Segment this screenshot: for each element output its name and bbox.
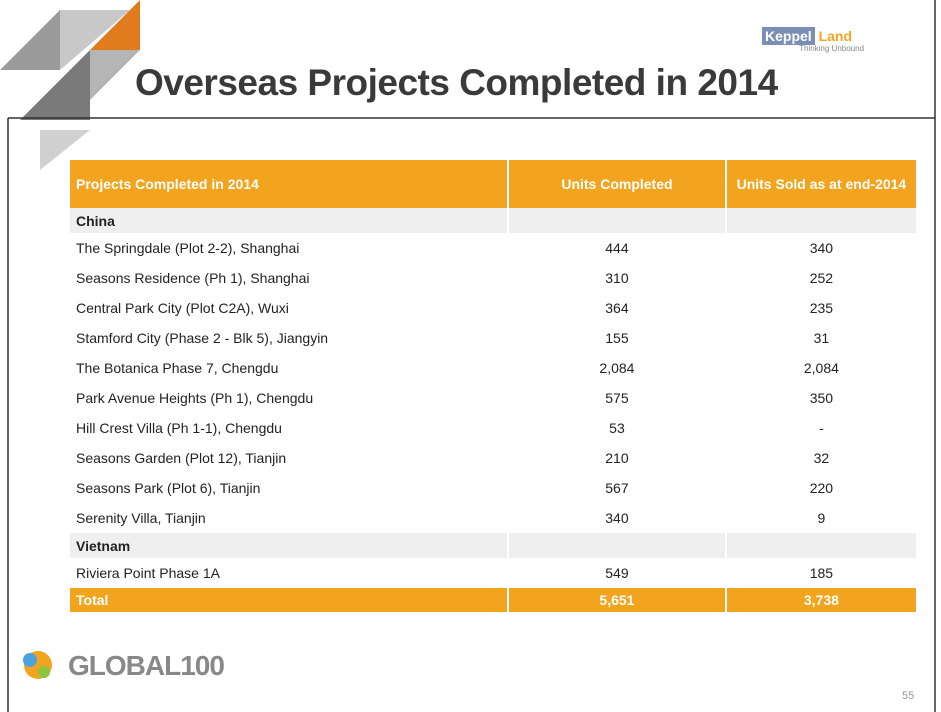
row: Central Park City (Plot C2A), Wuxi 364 235: [70, 293, 916, 323]
cell: Stamford City (Phase 2 - Blk 5), Jiangyi…: [76, 330, 329, 346]
badge: GLOBAL100: [68, 650, 225, 681]
cell: Central Park City (Plot C2A), Wuxi: [76, 300, 289, 316]
page-number: 55: [902, 690, 915, 702]
row: The Botanica Phase 7, Chengdu 2,084 2,084: [70, 353, 916, 383]
empty-cell: [509, 533, 725, 558]
cell: 575: [605, 390, 629, 406]
header-cell: Units Sold as at end-2014: [726, 160, 916, 208]
logo-brand2: Land: [818, 28, 853, 44]
row: Vietnam: [70, 533, 916, 558]
cell: The Botanica Phase 7, Chengdu: [76, 360, 279, 376]
row: Stamford City (Phase 2 - Blk 5), Jiangyi…: [70, 323, 916, 353]
cell: Park Avenue Heights (Ph 1), Chengdu: [76, 390, 314, 406]
cell: Seasons Garden (Plot 12), Tianjin: [76, 450, 287, 466]
table: Projects Completed in 2014 Units Complete…: [68, 160, 918, 612]
row: Projects Completed in 2014 Units Complete…: [70, 160, 916, 208]
cell: 53: [609, 420, 625, 436]
cell: Riviera Point Phase 1A: [76, 565, 220, 581]
empty-cell: [726, 208, 916, 233]
total-cell: 3,738: [726, 588, 916, 612]
cell: -: [819, 420, 824, 436]
cell: Serenity Villa, Tianjin: [76, 510, 206, 526]
cell: 364: [605, 300, 629, 316]
header-cell: Projects Completed in 2014: [70, 160, 508, 208]
row: Seasons Residence (Ph 1), Shanghai 310 252: [70, 263, 916, 293]
cell: 310: [605, 270, 629, 286]
cell: 350: [809, 390, 834, 406]
cell: 9: [817, 510, 826, 526]
row: Total 5,651 3,738: [70, 588, 916, 612]
cell: 567: [605, 480, 629, 496]
cell: 32: [813, 450, 830, 466]
row: The Springdale (Plot 2-2), Shanghai 444 34…: [70, 233, 916, 263]
cell: 340: [605, 510, 629, 526]
row: Seasons Park (Plot 6), Tianjin 567 220: [70, 473, 916, 503]
cell: 444: [605, 240, 629, 256]
cell: 220: [809, 480, 834, 496]
logo-brand: Keppel: [762, 27, 815, 45]
header-cell: Units Completed: [509, 160, 725, 208]
section-cell: Vietnam: [70, 533, 508, 558]
empty-cell: [509, 208, 725, 233]
cell: Hill Crest Villa (Ph 1-1), Chengdu: [76, 420, 282, 436]
cell: 2,084: [599, 360, 635, 376]
row: Park Avenue Heights (Ph 1), Chengdu 575 35…: [70, 383, 916, 413]
row: Seasons Garden (Plot 12), Tianjin 210 32: [70, 443, 916, 473]
cell: 210: [605, 450, 629, 466]
row: Riviera Point Phase 1A 549 185: [70, 558, 916, 588]
cell: Seasons Residence (Ph 1), Shanghai: [76, 270, 310, 286]
total-cell: 5,651: [509, 588, 725, 612]
cell: The Springdale (Plot 2-2), Shanghai: [76, 240, 300, 256]
cell: Seasons Park (Plot 6), Tianjin: [76, 480, 261, 496]
logo-tagline: Thinking Unbound: [799, 44, 865, 53]
cell: 252: [809, 270, 834, 286]
cell: 549: [605, 565, 629, 581]
row: Hill Crest Villa (Ph 1-1), Chengdu 53 -: [70, 413, 916, 443]
row: China: [70, 208, 916, 233]
total-cell: Total: [70, 588, 508, 612]
logo: Keppel Land Thinking Unbound: [762, 27, 864, 53]
cell: 340: [809, 240, 834, 256]
cell: 155: [605, 330, 629, 346]
cell: 185: [809, 565, 834, 581]
cell: 235: [809, 300, 834, 316]
title: Overseas Projects Completed in 2014: [135, 62, 778, 103]
empty-cell: [726, 533, 916, 558]
cell: 31: [813, 330, 830, 346]
section-cell: China: [70, 208, 508, 233]
cell: 2,084: [803, 360, 839, 376]
row: Serenity Villa, Tianjin 340 9: [70, 503, 916, 533]
